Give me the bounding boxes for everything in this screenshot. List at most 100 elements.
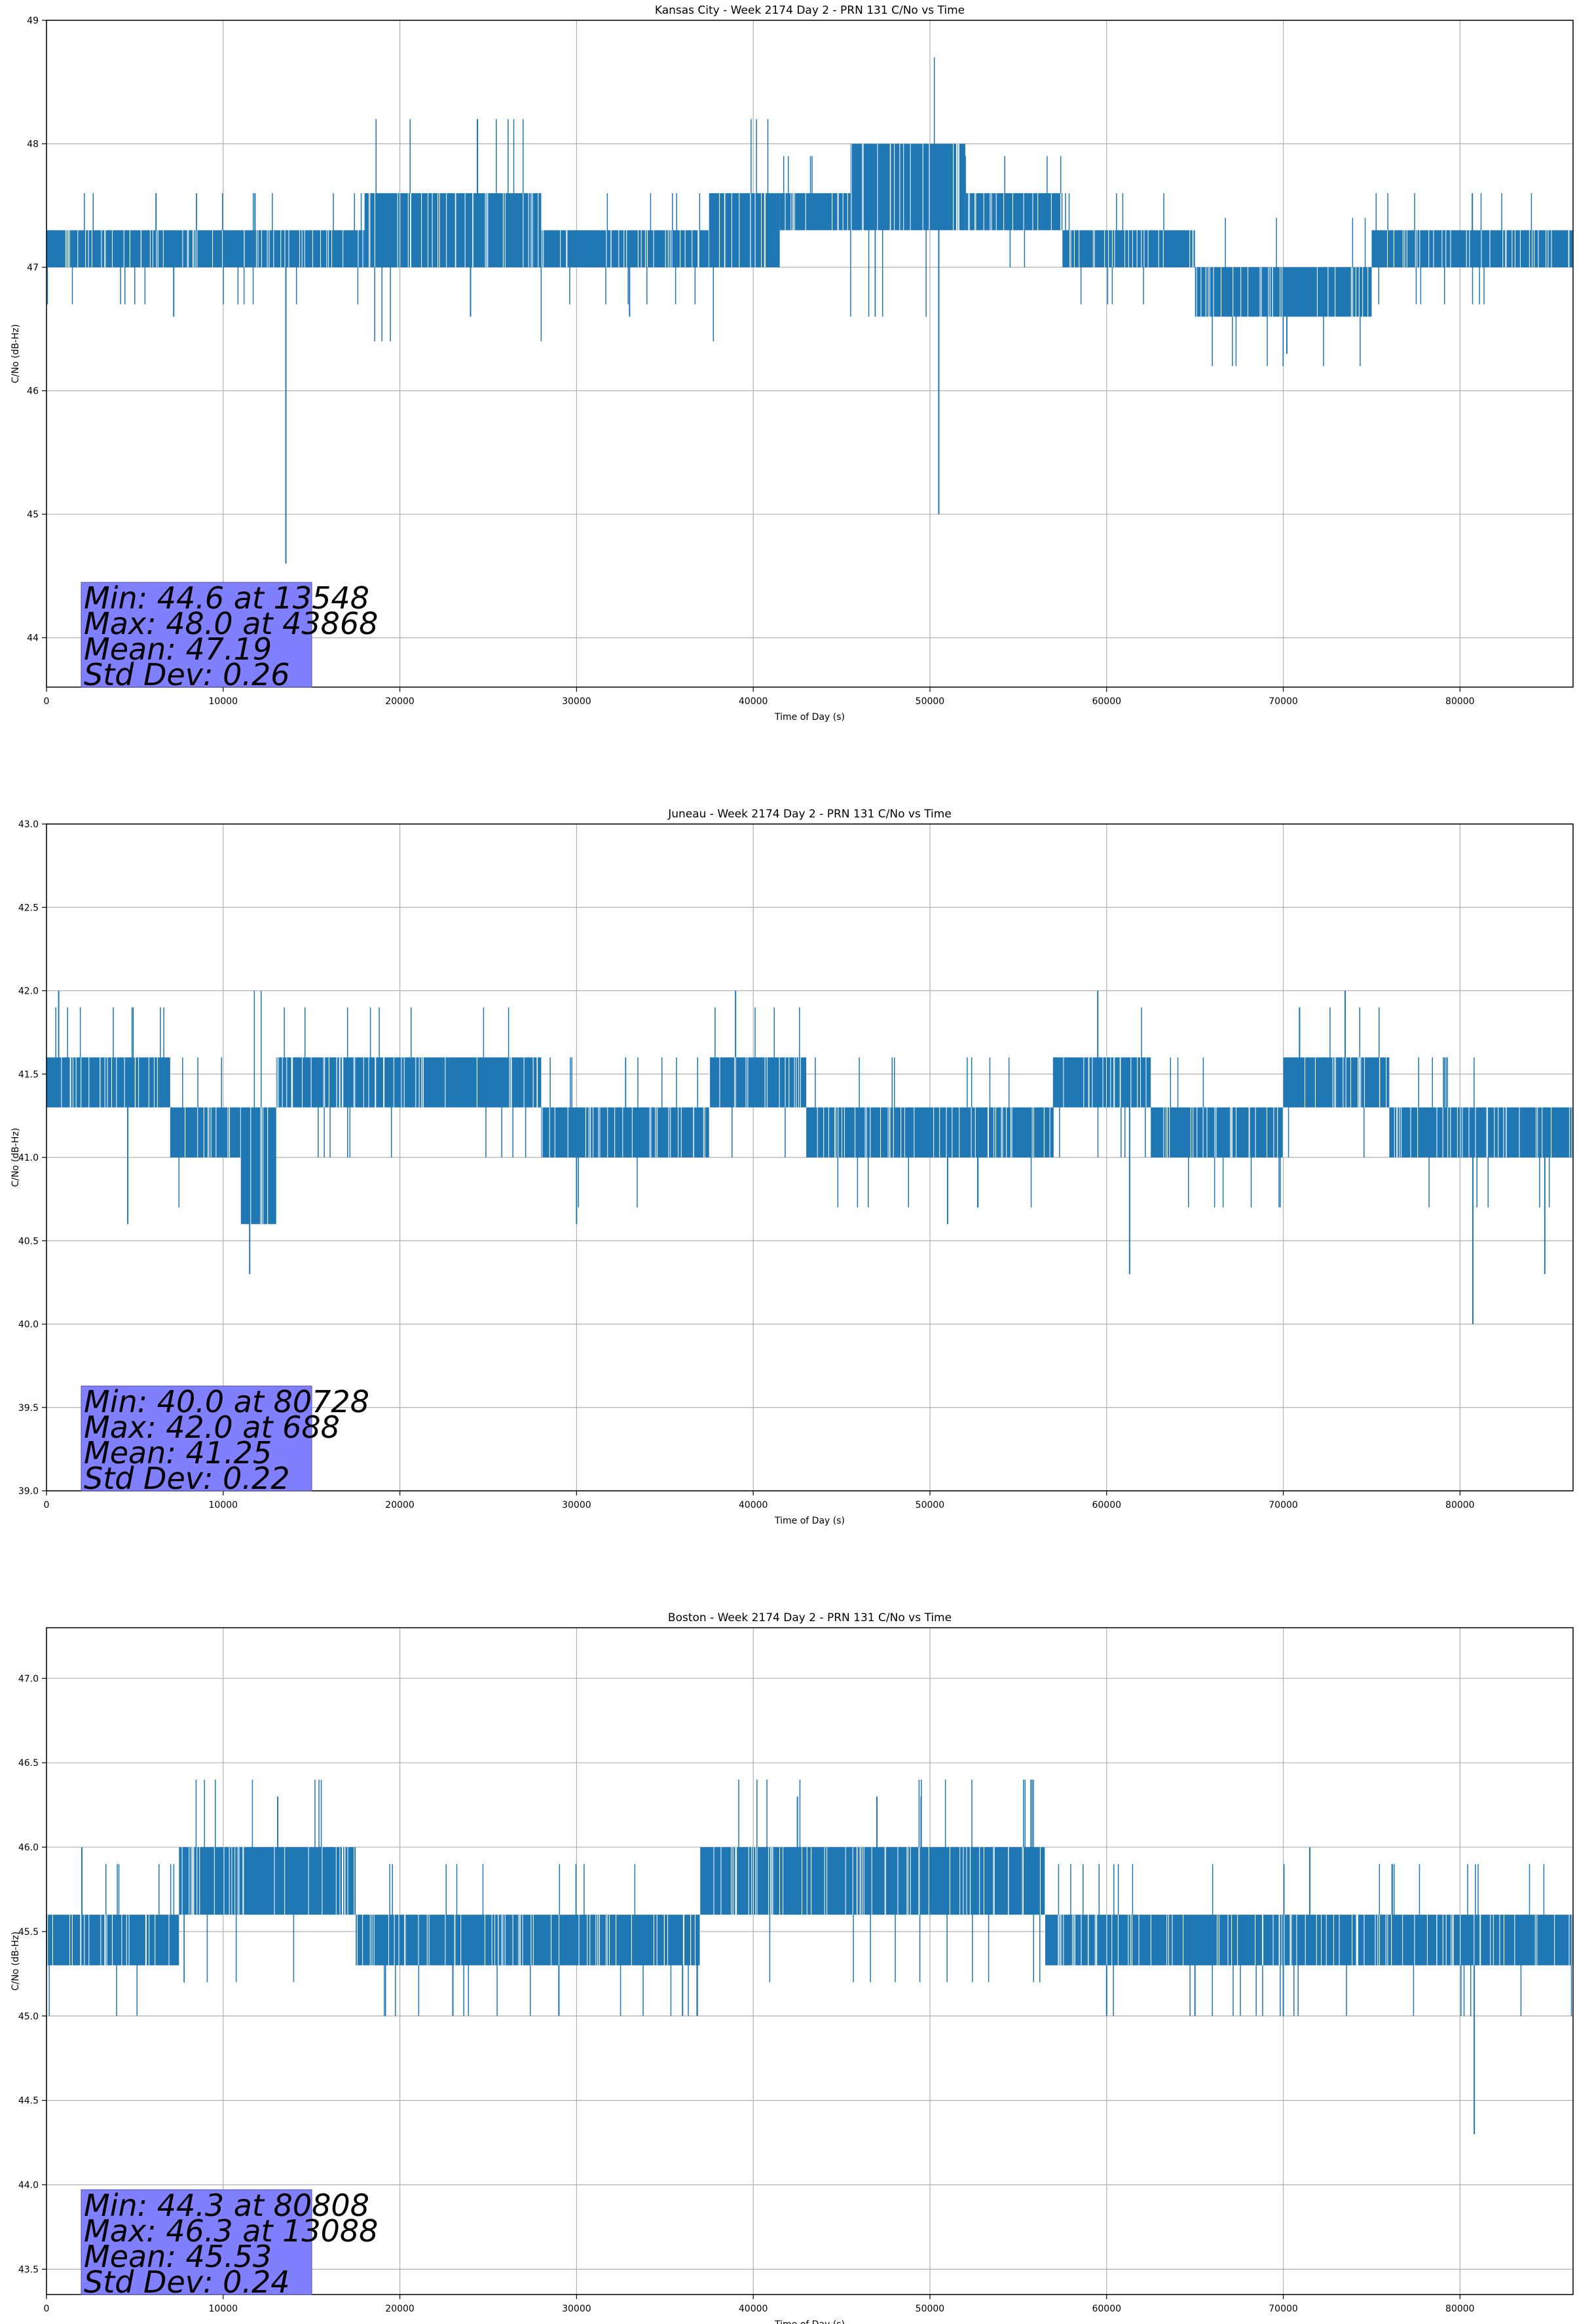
y-tick-label: 40.0 (18, 1320, 39, 1330)
x-tick-label: 20000 (385, 696, 415, 707)
x-tick-label: 70000 (1269, 696, 1298, 707)
data-band (709, 1057, 807, 1108)
data-band (179, 1847, 356, 1915)
data-band (46, 230, 365, 268)
chart-title: Kansas City - Week 2174 Day 2 - PRN 131 … (655, 4, 965, 17)
data-band (541, 230, 709, 268)
x-tick-label: 60000 (1092, 1500, 1121, 1510)
y-tick-label: 43.5 (18, 2264, 39, 2275)
y-tick-label: 42.0 (18, 986, 39, 997)
data-band (356, 1915, 550, 1966)
data-band (1283, 1057, 1390, 1108)
data-band (1371, 230, 1573, 268)
y-tick-label: 44.5 (18, 2096, 39, 2107)
x-tick-label: 30000 (562, 696, 591, 707)
x-axis-label: Time of Day (s) (774, 2319, 845, 2324)
y-tick-label: 42.5 (18, 903, 39, 913)
y-tick-label: 48 (27, 140, 39, 150)
stats-line: Std Dev: 0.26 (84, 657, 290, 692)
x-tick-label: 50000 (916, 1500, 945, 1510)
x-tick-label: 20000 (385, 1500, 415, 1510)
data-band (1195, 267, 1372, 317)
data-band (46, 1057, 170, 1108)
stats-line: Std Dev: 0.24 (84, 2264, 290, 2300)
y-tick-label: 43.0 (18, 819, 39, 830)
data-band (1151, 1107, 1284, 1157)
x-tick-label: 70000 (1269, 2304, 1298, 2314)
stats-line: Mean: 45.53 (84, 2239, 272, 2274)
x-tick-label: 40000 (739, 1500, 768, 1510)
stats-box-background (81, 582, 312, 688)
y-tick-label: 49 (27, 16, 39, 26)
stats-line: Max: 48.0 at 43868 (84, 606, 378, 641)
x-tick-label: 0 (44, 696, 50, 707)
y-tick-label: 47 (27, 263, 39, 273)
y-tick-label: 46.5 (18, 1758, 39, 1769)
x-tick-label: 80000 (1445, 696, 1475, 707)
y-tick-label: 41.5 (18, 1070, 39, 1080)
x-tick-label: 10000 (209, 1500, 238, 1510)
x-tick-label: 30000 (562, 1500, 591, 1510)
y-tick-label: 40.5 (18, 1236, 39, 1246)
data-band (700, 1847, 1045, 1915)
data-band (46, 1915, 179, 1966)
stats-line: Std Dev: 0.22 (84, 1461, 290, 1496)
x-tick-label: 60000 (1092, 696, 1121, 707)
stats-line: Max: 46.3 at 13088 (84, 2213, 378, 2249)
stats-line: Mean: 47.19 (84, 631, 272, 667)
x-tick-label: 40000 (739, 2304, 768, 2314)
x-tick-label: 30000 (562, 2304, 591, 2314)
data-band (240, 1107, 276, 1224)
x-tick-label: 10000 (209, 696, 238, 707)
chart-panel-3: 0 10000 20000 30000 40000 50000 60000 70000 8000… (10, 1611, 1574, 2324)
stats-line: Mean: 41.25 (84, 1435, 272, 1471)
data-band (779, 193, 851, 231)
stats-box-background (81, 1385, 312, 1491)
x-tick-label: 80000 (1445, 1500, 1475, 1510)
data-band (276, 1057, 542, 1108)
y-tick-label: 41.0 (18, 1153, 39, 1163)
data-band (965, 193, 1063, 231)
series-line (46, 990, 1573, 1324)
y-tick-label: 47.0 (18, 1674, 39, 1684)
stats-line: Min: 44.3 at 80808 (84, 2188, 369, 2223)
stats-box-background (81, 2189, 312, 2295)
data-band (541, 1107, 709, 1157)
data-band (1053, 1057, 1151, 1108)
y-tick-label: 45 (27, 510, 39, 520)
y-tick-label: 46 (27, 386, 39, 397)
data-band (364, 193, 542, 268)
data-band (806, 1107, 930, 1157)
series-line (46, 1779, 1573, 2135)
y-tick-label: 46.0 (18, 1843, 39, 1853)
axes-frame (46, 20, 1574, 688)
data-band (1389, 1107, 1573, 1157)
chart-panel-2: 0 10000 20000 30000 40000 50000 60000 70000 8000… (10, 808, 1574, 1526)
stats-line: Max: 42.0 at 688 (84, 1410, 340, 1445)
data-band (709, 193, 780, 268)
y-tick-label: 45.0 (18, 2012, 39, 2022)
x-tick-label: 10000 (209, 2304, 238, 2314)
y-axis-label: C/No (dB-Hz) (10, 1932, 21, 1991)
x-tick-label: 40000 (739, 696, 768, 707)
y-axis-label: C/No (dB-Hz) (10, 1128, 21, 1187)
x-tick-label: 20000 (385, 2304, 415, 2314)
chart-panel-1: 0 10000 20000 30000 40000 50000 60000 70000 8000… (10, 4, 1574, 722)
x-tick-label: 0 (44, 2304, 50, 2314)
x-tick-label: 50000 (916, 696, 945, 707)
y-tick-label: 44 (27, 633, 39, 644)
y-tick-label: 44.0 (18, 2180, 39, 2190)
y-tick-label: 39.5 (18, 1403, 39, 1414)
y-axis-label: C/No (dB-Hz) (10, 324, 21, 383)
x-tick-label: 60000 (1092, 2304, 1121, 2314)
data-band (170, 1107, 241, 1157)
x-tick-label: 0 (44, 1500, 50, 1510)
y-tick-label: 39.0 (18, 1486, 39, 1497)
stats-line: Min: 40.0 at 80728 (84, 1384, 369, 1419)
y-tick-label: 45.5 (18, 1927, 39, 1938)
data-band (1045, 1915, 1573, 1966)
x-tick-label: 80000 (1445, 2304, 1475, 2314)
